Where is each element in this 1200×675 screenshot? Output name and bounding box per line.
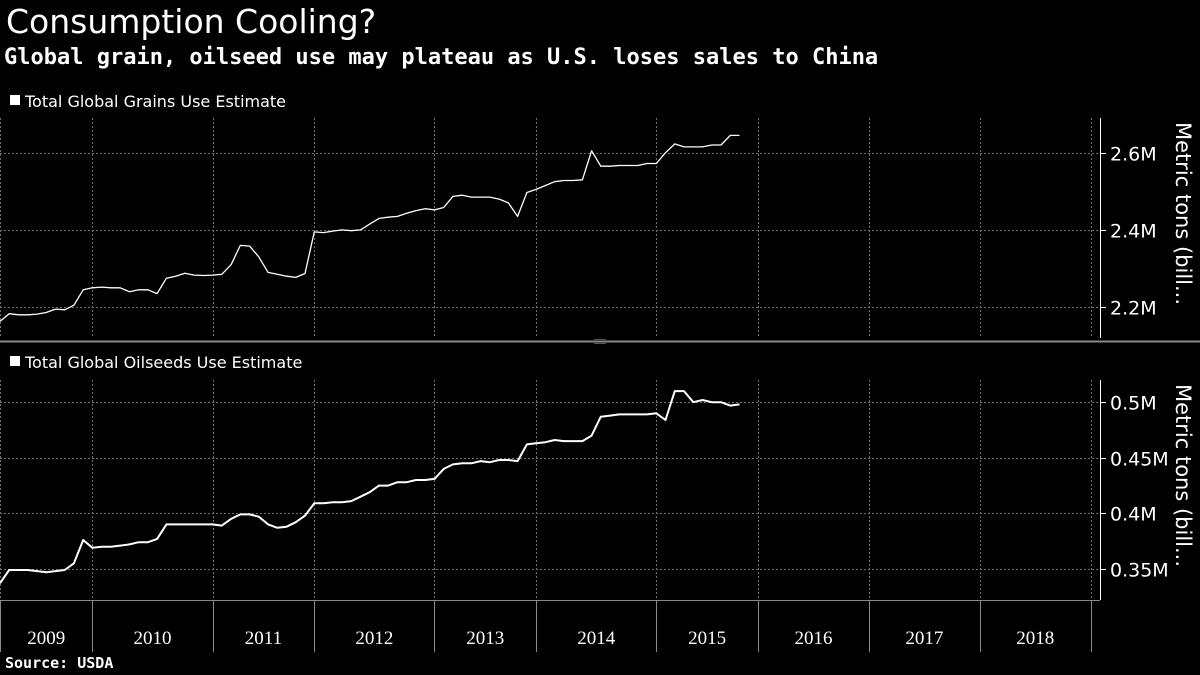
oilseeds-ytick-label-0: 0.35M [1110, 560, 1169, 582]
x-year-label-2014: 2014 [577, 628, 616, 649]
oilseeds-y-axis-label: Metric tons (bill... [1171, 384, 1195, 567]
oilseeds-ytick-label-2: 0.45M [1110, 449, 1169, 471]
x-year-label-2017: 2017 [905, 628, 943, 649]
source-note: Source: USDA [5, 654, 114, 672]
oilseeds-ytick-label-1: 0.4M [1110, 504, 1157, 526]
grains-ytick-label-1: 2.4M [1110, 221, 1157, 243]
x-year-label-2010: 2010 [134, 628, 172, 649]
oilseeds-legend-swatch [10, 356, 20, 366]
x-year-label-2016: 2016 [794, 628, 832, 649]
x-year-label-2013: 2013 [466, 628, 504, 649]
oilseeds-legend-label: Total Global Oilseeds Use Estimate [24, 353, 302, 372]
oilseeds-series-line [0, 390, 740, 584]
chart-subtitle: Global grain, oilseed use may plateau as… [4, 45, 879, 70]
grains-legend-swatch [10, 95, 20, 105]
x-year-label-2012: 2012 [355, 628, 393, 649]
grains-ytick-label-0: 2.2M [1110, 298, 1157, 320]
oilseeds-ytick-label-3: 0.5M [1110, 393, 1157, 415]
grains-series-line [0, 134, 740, 322]
x-year-label-2009: 2009 [27, 628, 65, 649]
x-year-label-2015: 2015 [688, 628, 726, 649]
grains-legend-label: Total Global Grains Use Estimate [24, 92, 286, 111]
x-year-label-2011: 2011 [245, 628, 282, 649]
x-year-label-2018: 2018 [1016, 628, 1054, 649]
grains-ytick-label-2: 2.6M [1110, 144, 1157, 166]
grains-y-axis-label: Metric tons (bill... [1171, 122, 1195, 305]
chart-title: Consumption Cooling? [6, 2, 377, 41]
